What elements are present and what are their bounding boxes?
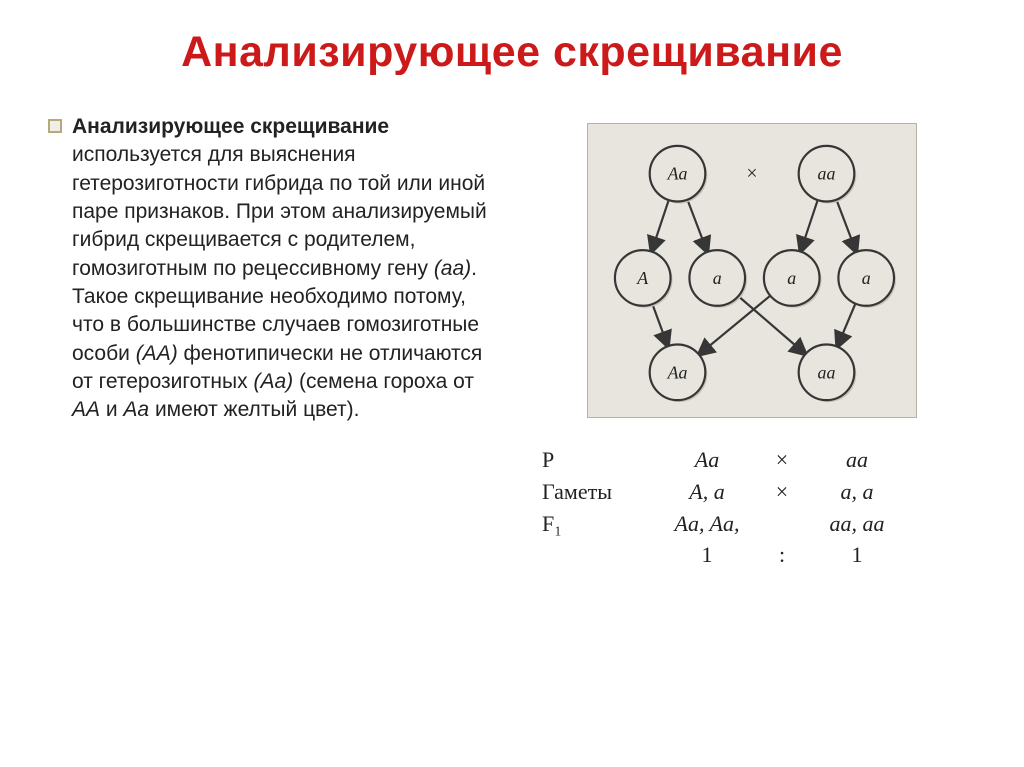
punnett-mid: × <box>762 476 802 508</box>
body-AA2-ital: AA <box>72 398 100 421</box>
right-column: AaaaAaaaAaaa × PAa×aaГаметыA, a×a, aF₁Aa… <box>528 113 976 570</box>
body-block: Анализирующее скрещивание используется д… <box>48 113 488 570</box>
slide-title: Анализирующее скрещивание <box>48 28 976 77</box>
diagram-edge <box>801 200 818 252</box>
punnett-mid: × <box>762 444 802 476</box>
diagram-node-label: A <box>636 268 648 288</box>
ratio-right: 1 <box>802 540 912 571</box>
punnett-label: Гаметы <box>542 476 652 508</box>
slide: Анализирующее скрещивание Анализирующее … <box>0 0 1024 767</box>
punnett-row: F₁Aa, Aa, aa, aa <box>542 508 962 540</box>
body-p5: и <box>100 398 123 421</box>
diagram-svg: AaaaAaaaAaaa × <box>588 124 916 417</box>
content-row: Анализирующее скрещивание используется д… <box>48 113 976 570</box>
diagram-node-label: a <box>787 268 796 288</box>
punnett-label: F₁ <box>542 508 652 540</box>
punnett-right: aa <box>802 444 912 476</box>
body-AA-ital: (AA) <box>136 342 178 365</box>
punnett-left: Aa <box>652 444 762 476</box>
punnett-left: A, a <box>652 476 762 508</box>
diagram-node-label: Aa <box>667 164 688 184</box>
ratio-mid: : <box>762 540 802 571</box>
diagram-edge <box>837 304 855 347</box>
ratio-left: 1 <box>652 540 762 571</box>
punnett-right: a, a <box>802 476 912 508</box>
diagram-node-label: aa <box>818 164 836 184</box>
body-aa-ital: (aa) <box>434 257 471 280</box>
diagram-node-label: Aa <box>667 362 688 382</box>
bullet-icon <box>48 119 62 133</box>
genetics-diagram: AaaaAaaaAaaa × <box>587 123 917 418</box>
punnett-label: P <box>542 444 652 476</box>
punnett-row: ГаметыA, a×a, a <box>542 476 962 508</box>
diagram-edge <box>652 200 669 252</box>
body-p4: (семена гороха от <box>293 370 474 393</box>
punnett-right: aa, aa <box>802 508 912 540</box>
body-Aa-ital: (Aa) <box>253 370 293 393</box>
body-lead-bold: Анализирующее скрещивание <box>72 115 389 138</box>
cross-symbol: × <box>746 163 757 185</box>
body-text: Анализирующее скрещивание используется д… <box>72 113 488 425</box>
diagram-node-label: a <box>713 268 722 288</box>
punnett-row: PAa×aa <box>542 444 962 476</box>
body-p6: имеют желтый цвет). <box>149 398 359 421</box>
body-Aa2-ital: Aa <box>123 398 149 421</box>
diagram-edge <box>687 200 707 252</box>
diagram-edge <box>836 200 856 252</box>
punnett-left: Aa, Aa, <box>652 508 762 540</box>
punnett-ratio-row: 1:1 <box>542 540 962 571</box>
diagram-node-label: a <box>862 268 871 288</box>
diagram-node-label: aa <box>818 362 836 382</box>
punnett-block: PAa×aaГаметыA, a×a, aF₁Aa, Aa,aa, aa1:1 <box>542 444 962 570</box>
diagram-edge <box>652 304 668 346</box>
body-p1: используется для выяснения гетерозиготно… <box>72 143 487 279</box>
